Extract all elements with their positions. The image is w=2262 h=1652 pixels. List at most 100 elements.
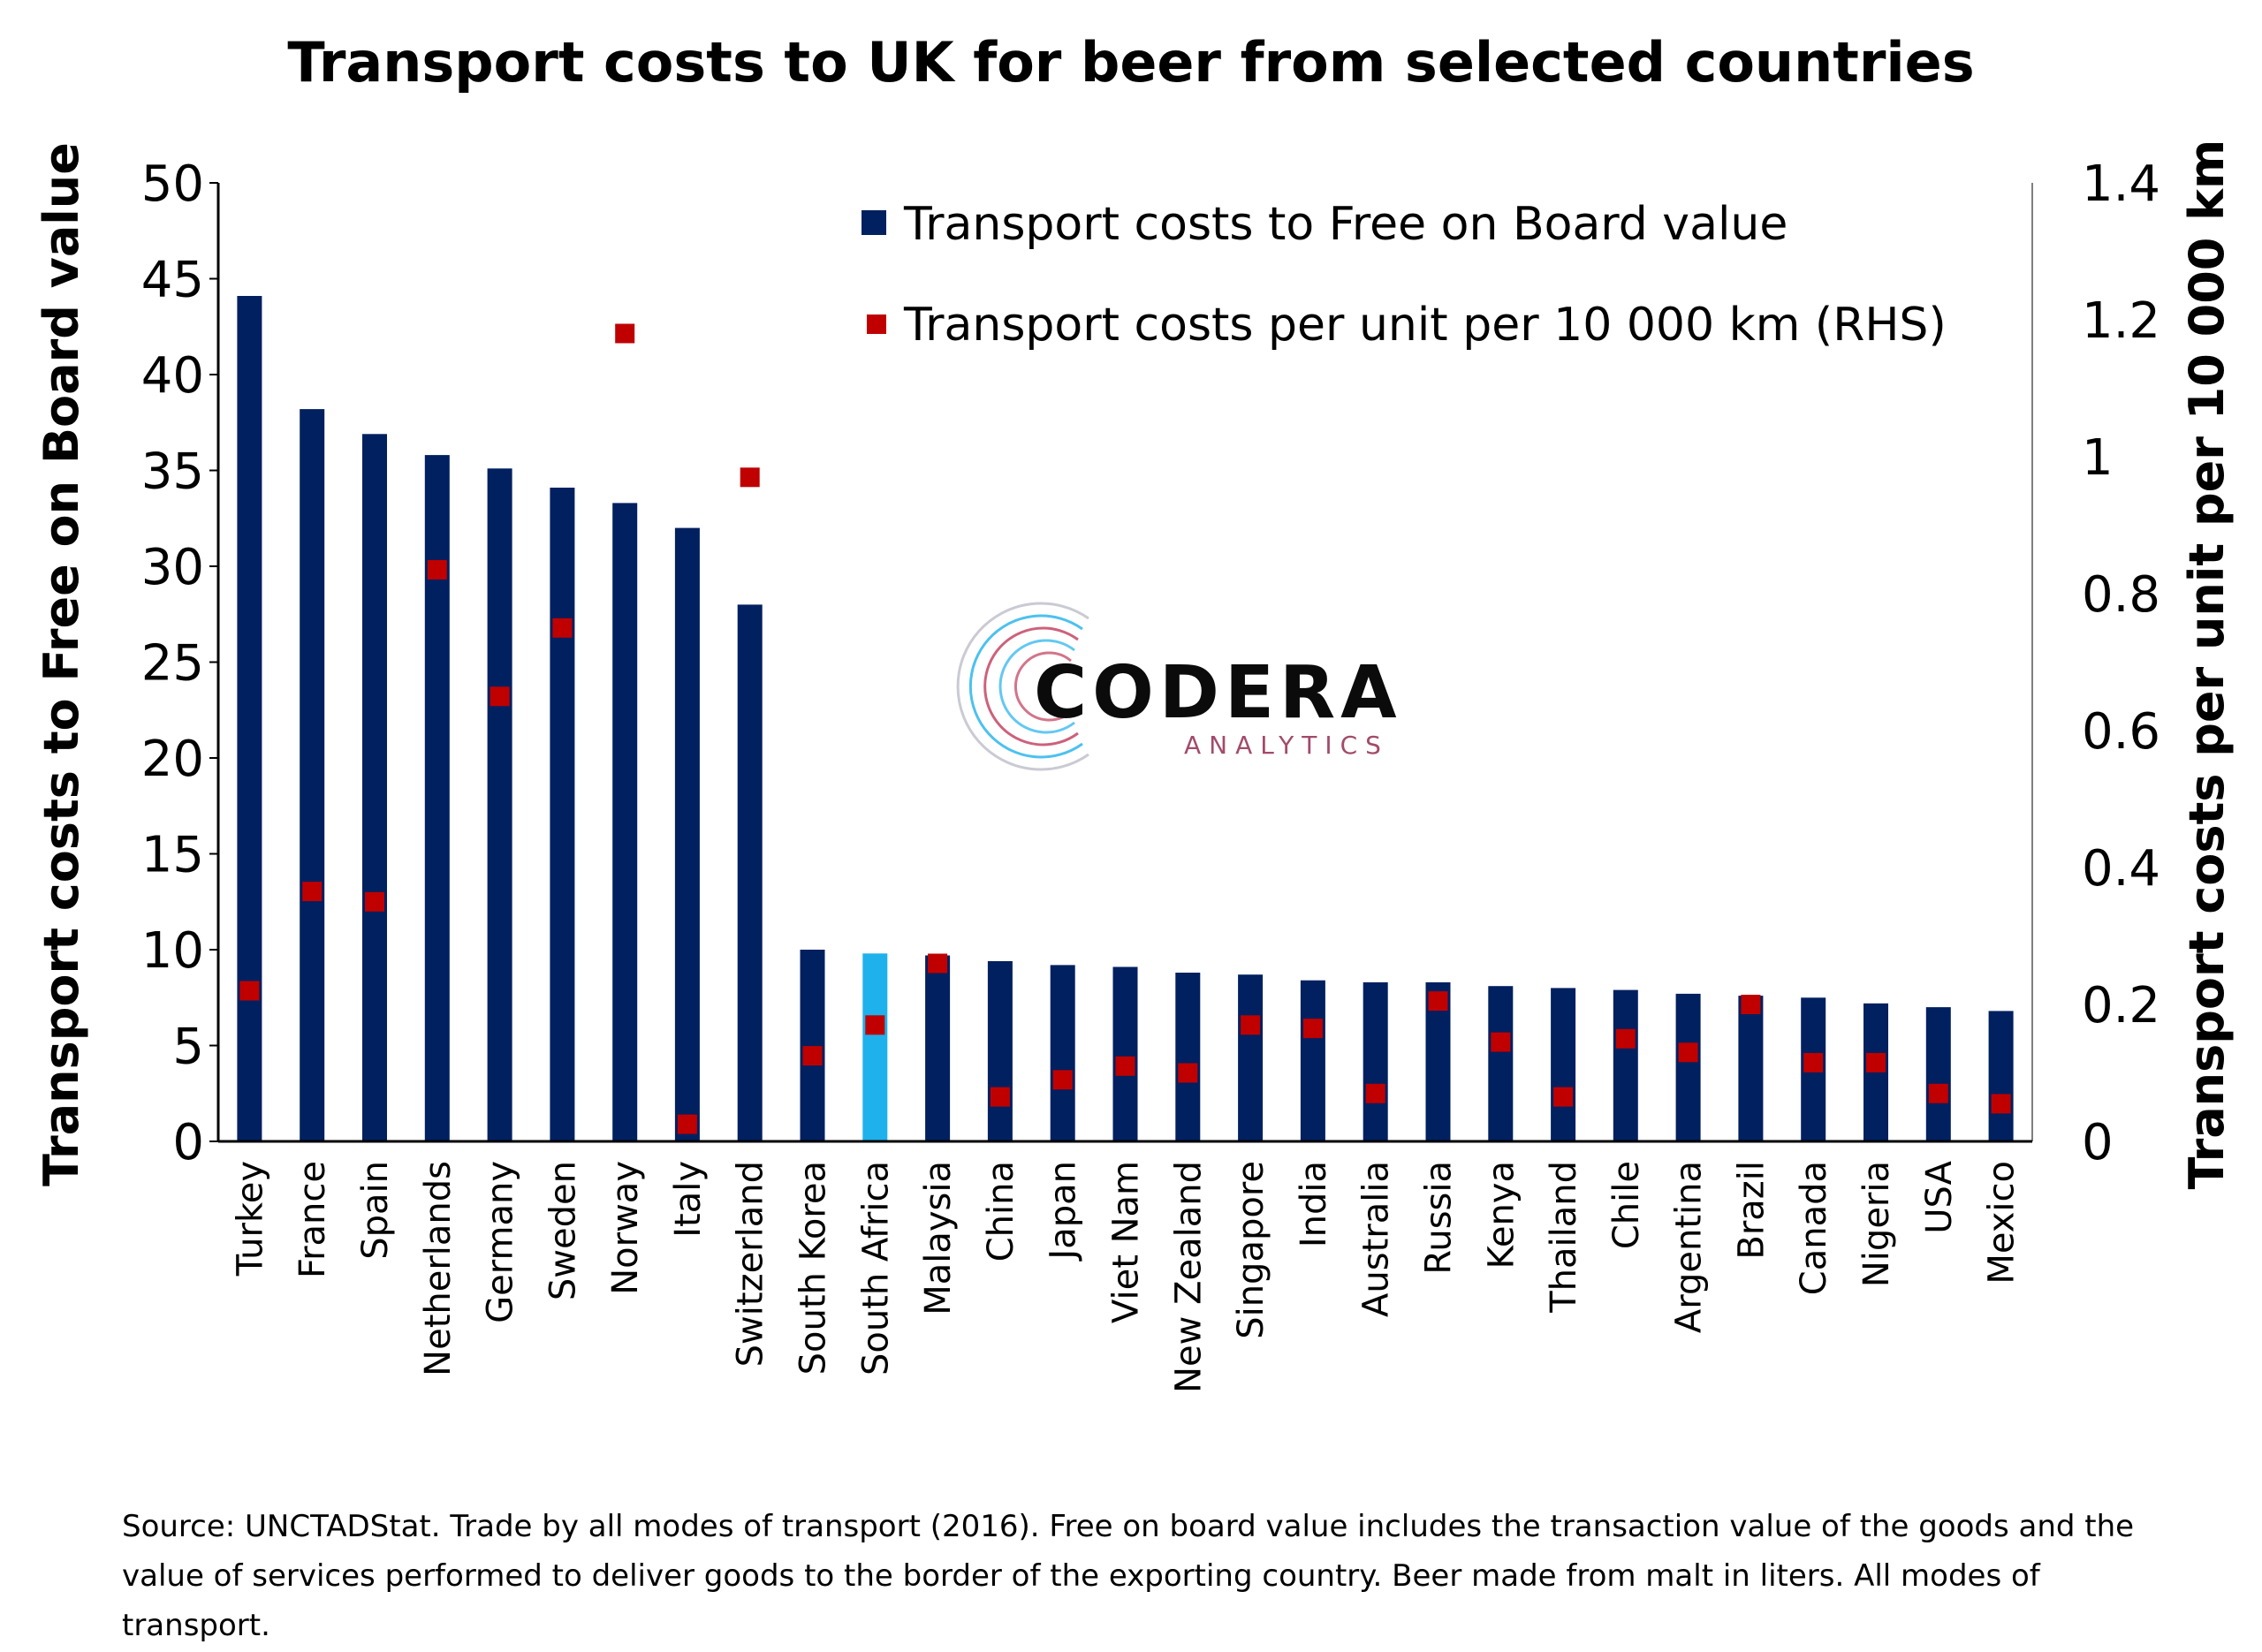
left-tick-label: 5 bbox=[172, 1019, 204, 1076]
y-axis-title: Transport costs to Free on Board value bbox=[34, 142, 89, 1186]
marker-argentina bbox=[1678, 1042, 1698, 1063]
bar-norway bbox=[612, 503, 638, 1141]
category-label: Singapore bbox=[1231, 1161, 1271, 1339]
right-tick-label: 1.4 bbox=[2082, 155, 2160, 213]
bar-china bbox=[987, 961, 1013, 1141]
marker-china bbox=[990, 1087, 1010, 1107]
marker-chile bbox=[1615, 1028, 1636, 1049]
category-label: China bbox=[981, 1161, 1021, 1262]
category-label: USA bbox=[1919, 1160, 1960, 1233]
marker-netherlands bbox=[427, 559, 447, 580]
bar-malaysia bbox=[925, 955, 951, 1141]
marker-germany bbox=[490, 686, 510, 707]
bar-singapore bbox=[1238, 974, 1264, 1141]
marker-australia bbox=[1365, 1083, 1385, 1103]
logo-swirl-icon bbox=[956, 602, 1089, 771]
marker-sweden bbox=[552, 618, 573, 638]
marker-south-korea bbox=[802, 1046, 823, 1066]
category-label: Thailand bbox=[1544, 1161, 1584, 1314]
right-tick-label: 1 bbox=[2082, 429, 2114, 487]
logo-tagline: ANALYTICS bbox=[1184, 731, 1389, 760]
category-label: Italy bbox=[668, 1161, 709, 1238]
bar-thailand bbox=[1551, 988, 1576, 1141]
marker-japan bbox=[1052, 1070, 1073, 1090]
category-label: Spain bbox=[355, 1161, 396, 1260]
category-label: Nigeria bbox=[1856, 1161, 1897, 1287]
legend-bar-label: Transport costs to Free on Board value bbox=[903, 198, 1788, 251]
marker-india bbox=[1302, 1019, 1323, 1039]
bar-netherlands bbox=[424, 455, 450, 1141]
bar-viet-nam bbox=[1112, 966, 1138, 1141]
right-tick-label: 0.8 bbox=[2082, 566, 2160, 624]
bar-india bbox=[1300, 980, 1325, 1141]
bar-chile bbox=[1613, 989, 1638, 1141]
marker-kenya bbox=[1491, 1032, 1511, 1052]
right-tick-labels: 0 0.2 0.4 0.6 0.8 1 1.2 1.4 bbox=[2082, 155, 2160, 1171]
chart-title: Transport costs to UK for beer from sele… bbox=[287, 30, 1975, 95]
left-tick-label: 30 bbox=[141, 539, 204, 596]
marker-italy bbox=[677, 1114, 697, 1134]
bar-spain bbox=[362, 434, 387, 1141]
bar-sweden bbox=[550, 488, 575, 1141]
logo-name: CODERA bbox=[1034, 651, 1402, 735]
category-label: Kenya bbox=[1481, 1161, 1522, 1269]
category-label: South Africa bbox=[855, 1161, 896, 1375]
bar-argentina bbox=[1675, 993, 1701, 1141]
category-label: Chile bbox=[1606, 1161, 1647, 1249]
marker-france bbox=[302, 882, 323, 902]
marker-mexico bbox=[1991, 1094, 2011, 1114]
marker-switzerland bbox=[740, 467, 760, 488]
category-label: France bbox=[292, 1161, 333, 1278]
marker-brazil bbox=[1741, 995, 1761, 1014]
markers-layer bbox=[239, 323, 2011, 1134]
left-tick-label: 25 bbox=[141, 635, 204, 693]
bar-south-korea bbox=[800, 950, 825, 1141]
right-tick-label: 0.4 bbox=[2082, 840, 2160, 898]
bar-germany bbox=[487, 468, 512, 1141]
category-label: Switzerland bbox=[731, 1161, 771, 1367]
marker-usa bbox=[1928, 1083, 1948, 1103]
category-label: Turkey bbox=[230, 1161, 270, 1277]
bar-kenya bbox=[1488, 986, 1514, 1141]
marker-malaysia bbox=[928, 953, 948, 974]
marker-turkey bbox=[239, 981, 260, 1001]
marker-russia bbox=[1428, 991, 1448, 1012]
source-note: Source: UNCTADStat. Trade by all modes o… bbox=[122, 1509, 2135, 1643]
marker-nigeria bbox=[1866, 1052, 1886, 1072]
right-tick-label: 1.2 bbox=[2082, 292, 2160, 350]
left-tick-label: 0 bbox=[172, 1114, 204, 1171]
category-label: Canada bbox=[1794, 1161, 1834, 1295]
legend-bar-swatch bbox=[862, 210, 886, 235]
marker-south-africa bbox=[865, 1015, 885, 1035]
category-label: South Korea bbox=[793, 1161, 834, 1375]
category-label: Malaysia bbox=[918, 1161, 959, 1315]
category-label: Brazil bbox=[1731, 1161, 1772, 1260]
left-tick-label: 10 bbox=[141, 922, 204, 980]
bar-switzerland bbox=[737, 604, 763, 1141]
category-label: Australia bbox=[1356, 1161, 1397, 1317]
left-tick-label: 20 bbox=[141, 731, 204, 788]
bar-japan bbox=[1050, 965, 1075, 1141]
category-label: Norway bbox=[605, 1161, 646, 1295]
marker-spain bbox=[365, 891, 384, 912]
marker-canada bbox=[1803, 1052, 1824, 1072]
marker-norway bbox=[615, 323, 635, 344]
category-label: Japan bbox=[1044, 1161, 1084, 1262]
bar-australia bbox=[1363, 981, 1388, 1141]
legend-marker-label: Transport costs per unit per 10 000 km (… bbox=[903, 299, 1947, 352]
legend-marker-swatch bbox=[867, 314, 886, 334]
left-tick-label: 15 bbox=[141, 827, 204, 884]
marker-singapore bbox=[1241, 1015, 1261, 1035]
bar-italy bbox=[674, 527, 700, 1141]
bars-layer bbox=[237, 296, 2014, 1142]
bar-mexico bbox=[1988, 1011, 2014, 1141]
marker-viet-nam bbox=[1115, 1056, 1135, 1076]
left-tick-label: 45 bbox=[141, 252, 204, 309]
bar-brazil bbox=[1738, 996, 1764, 1141]
bar-france bbox=[300, 409, 325, 1142]
category-label: Sweden bbox=[543, 1161, 583, 1300]
bar-turkey bbox=[237, 296, 262, 1141]
category-label: Netherlands bbox=[418, 1161, 459, 1376]
legend: Transport costs to Free on Board value T… bbox=[862, 198, 1947, 352]
